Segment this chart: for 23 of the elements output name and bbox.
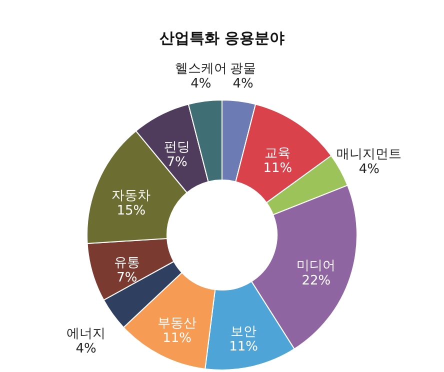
data-label: 7% xyxy=(166,154,188,170)
chart-title: 산업특화 응용분야 xyxy=(159,29,285,47)
data-label: 11% xyxy=(263,161,292,176)
data-label: 22% xyxy=(302,274,331,289)
slice-label: 유통 xyxy=(114,256,140,271)
data-label: 11% xyxy=(162,331,192,346)
data-label: 4% xyxy=(358,162,380,178)
slice-label: 헬스케어 xyxy=(174,61,227,76)
slice-label: 매니지먼트 xyxy=(336,147,402,162)
data-label: 4% xyxy=(190,76,212,92)
slice-label: 교육 xyxy=(264,146,291,162)
data-label: 15% xyxy=(116,204,146,219)
data-label: 4% xyxy=(76,342,96,357)
slice-label: 광물 xyxy=(230,61,256,76)
slice-label: 미디어 xyxy=(296,258,336,274)
slice-label: 펀딩 xyxy=(164,140,190,155)
data-label: 4% xyxy=(232,76,254,92)
slice-label: 부동산 xyxy=(158,316,197,332)
data-label: 11% xyxy=(229,340,258,355)
slice-label: 에너지 xyxy=(66,326,106,342)
slice-label: 자동차 xyxy=(112,188,151,204)
slice-label: 보안 xyxy=(230,324,257,340)
data-label: 7% xyxy=(116,270,138,286)
